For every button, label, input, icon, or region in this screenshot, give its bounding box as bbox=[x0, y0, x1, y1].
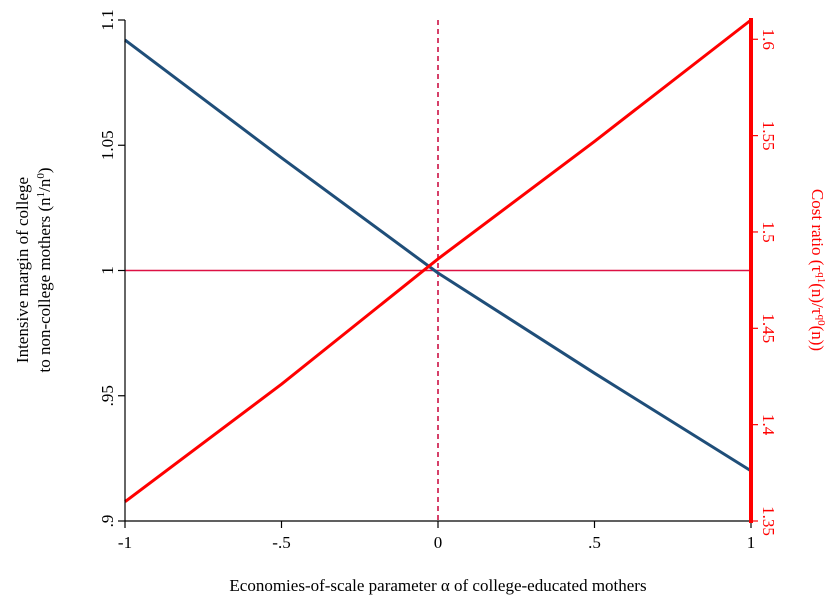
series-layer bbox=[124, 18, 752, 503]
y-left-title-line2: to non-college mothers (n1/n0) bbox=[35, 167, 54, 372]
y-right-tick-label: 1.45 bbox=[759, 313, 778, 343]
y-left-title-line1: Intensive margin of college bbox=[13, 177, 32, 363]
y-left-tick-label: .95 bbox=[98, 385, 117, 406]
series-line-intensive-margin bbox=[124, 38, 752, 473]
reference-lines bbox=[125, 20, 751, 521]
y-right-tick-label: 1.35 bbox=[759, 506, 778, 536]
series-line-cost-ratio bbox=[124, 18, 752, 503]
x-tick-label: 1 bbox=[747, 533, 756, 552]
y-left-tick-label: 1 bbox=[98, 266, 117, 275]
y-right-tick-label: 1.5 bbox=[759, 221, 778, 242]
y-left-tick-label: 1.05 bbox=[98, 130, 117, 160]
y-right-title: Cost ratio (τq1(n)/τq0(n)) bbox=[808, 189, 825, 351]
x-tick-label: -1 bbox=[118, 533, 132, 552]
x-tick-label: .5 bbox=[588, 533, 601, 552]
y-right-tick-label: 1.4 bbox=[759, 414, 778, 436]
y-left-tick-label: 1.1 bbox=[98, 9, 117, 30]
y-right-tick-label: 1.55 bbox=[759, 121, 778, 151]
x-tick-label: 0 bbox=[434, 533, 443, 552]
x-tick-label: -.5 bbox=[272, 533, 290, 552]
y-left-tick-label: .9 bbox=[98, 515, 117, 528]
x-axis-title: Economies-of-scale parameter α of colleg… bbox=[229, 576, 646, 595]
y-right-tick-label: 1.6 bbox=[759, 29, 778, 50]
